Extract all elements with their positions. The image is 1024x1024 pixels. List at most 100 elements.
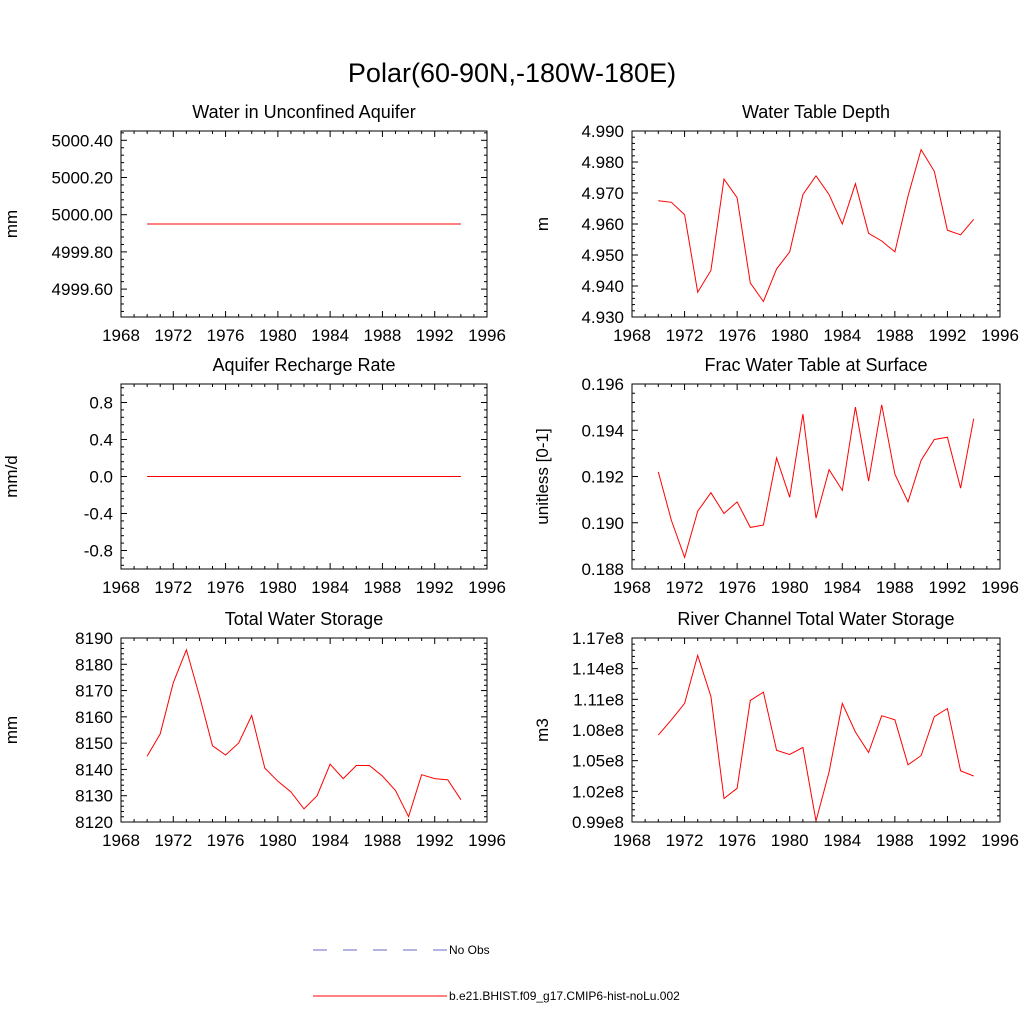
x-tick-label: 1968 bbox=[613, 578, 651, 597]
panel-title: Water in Unconfined Aquifer bbox=[192, 102, 415, 122]
y-tick-label: 4.970 bbox=[581, 184, 624, 203]
y-tick-label: 8160 bbox=[75, 708, 113, 727]
y-tick-label: 1.11e8 bbox=[573, 690, 624, 709]
y-tick-label: 8180 bbox=[75, 655, 113, 674]
y-tick-label: -0.4 bbox=[84, 505, 113, 524]
x-tick-label: 1996 bbox=[468, 326, 506, 345]
y-axis-label: mm bbox=[2, 716, 21, 744]
panel-title: Water Table Depth bbox=[742, 102, 890, 122]
y-tick-label: 0.194 bbox=[581, 421, 624, 440]
panel-2: Water Table Depth 1968 1972 1976 1980 1984 198… bbox=[533, 102, 1019, 345]
x-tick-label: 1968 bbox=[613, 831, 651, 850]
x-tick-label: 1984 bbox=[311, 831, 349, 850]
y-tick-label: 4.960 bbox=[581, 215, 624, 234]
y-tick-label: 0.190 bbox=[581, 514, 624, 533]
y-tick-label: 5000.00 bbox=[52, 206, 113, 225]
x-tick-label: 1984 bbox=[311, 326, 349, 345]
y-tick-label: 8140 bbox=[75, 760, 113, 779]
x-tick-label: 1992 bbox=[416, 326, 454, 345]
x-tick-label: 1972 bbox=[154, 831, 192, 850]
main-title: Polar(60-90N,-180W-180E) bbox=[348, 58, 676, 88]
x-tick-label: 1984 bbox=[823, 326, 861, 345]
y-axis-label: mm bbox=[2, 210, 21, 238]
y-axis-label: m bbox=[533, 217, 552, 231]
y-tick-label: 4999.80 bbox=[52, 243, 113, 262]
panel-5: Total Water Storage 1968 1972 1976 1980 1984 1… bbox=[2, 609, 506, 850]
legend-label-model: b.e21.BHIST.f09_g17.CMIP6-hist-noLu.002 bbox=[449, 989, 680, 1003]
x-tick-label: 1980 bbox=[259, 578, 297, 597]
y-tick-label: 1.08e8 bbox=[572, 721, 624, 740]
y-tick-label: 1.17e8 bbox=[572, 629, 624, 648]
y-tick-label: 0.192 bbox=[581, 468, 624, 487]
y-tick-label: 8170 bbox=[75, 682, 113, 701]
y-tick-label: 8120 bbox=[75, 813, 113, 832]
y-axis-label: unitless [0-1] bbox=[533, 428, 552, 524]
x-tick-label: 1988 bbox=[876, 831, 914, 850]
y-tick-label: 5000.20 bbox=[52, 169, 113, 188]
panel-3: Aquifer Recharge Rate 1968 1972 1976 1980 198… bbox=[2, 355, 506, 597]
panel-title: Aquifer Recharge Rate bbox=[212, 355, 395, 375]
x-tick-label: 1976 bbox=[207, 578, 245, 597]
panel-6: River Channel Total Water Storage 1968 197… bbox=[533, 609, 1019, 850]
plot-frame bbox=[120, 637, 488, 823]
series-line bbox=[146, 648, 462, 819]
series-line bbox=[657, 653, 974, 822]
x-tick-label: 1972 bbox=[666, 326, 704, 345]
x-tick-label: 1976 bbox=[718, 831, 756, 850]
x-tick-label: 1996 bbox=[468, 578, 506, 597]
x-tick-label: 1980 bbox=[771, 326, 809, 345]
y-tick-label: 4.990 bbox=[581, 122, 624, 141]
y-tick-label: 0.196 bbox=[581, 375, 624, 394]
plot-frame bbox=[631, 130, 1001, 318]
x-tick-label: 1980 bbox=[771, 831, 809, 850]
y-tick-label: 0.0 bbox=[89, 468, 113, 487]
x-tick-label: 1980 bbox=[259, 326, 297, 345]
series-line bbox=[658, 148, 975, 303]
x-tick-label: 1996 bbox=[981, 578, 1019, 597]
x-tick-label: 1968 bbox=[102, 326, 140, 345]
x-tick-label: 1980 bbox=[259, 831, 297, 850]
y-tick-label: 0.99e8 bbox=[572, 813, 624, 832]
x-tick-label: 1984 bbox=[311, 578, 349, 597]
panel-title: River Channel Total Water Storage bbox=[677, 609, 954, 629]
y-tick-label: 4.930 bbox=[581, 308, 624, 327]
x-tick-label: 1984 bbox=[823, 831, 861, 850]
x-tick-label: 1996 bbox=[981, 831, 1019, 850]
x-tick-label: 1988 bbox=[364, 578, 402, 597]
y-tick-label: 4.940 bbox=[581, 277, 624, 296]
x-tick-label: 1972 bbox=[666, 831, 704, 850]
x-tick-label: 1996 bbox=[468, 831, 506, 850]
x-tick-label: 1984 bbox=[823, 578, 861, 597]
y-tick-label: 5000.40 bbox=[52, 131, 113, 150]
y-tick-label: 1.05e8 bbox=[572, 752, 624, 771]
x-tick-label: 1992 bbox=[929, 578, 967, 597]
x-tick-label: 1972 bbox=[666, 578, 704, 597]
y-tick-label: 0.8 bbox=[89, 394, 113, 413]
x-tick-label: 1988 bbox=[364, 831, 402, 850]
x-tick-label: 1980 bbox=[771, 578, 809, 597]
x-tick-label: 1968 bbox=[102, 578, 140, 597]
y-tick-label: 4999.60 bbox=[52, 280, 113, 299]
y-tick-label: 8130 bbox=[75, 787, 113, 806]
panels: Water in Unconfined Aquifer 1968 1972 1976 1… bbox=[2, 102, 1019, 850]
y-tick-label: 1.14e8 bbox=[572, 660, 624, 679]
x-tick-label: 1972 bbox=[154, 326, 192, 345]
panel-4: Frac Water Table at Surface 1968 1972 1976 1… bbox=[533, 355, 1019, 597]
x-tick-label: 1976 bbox=[207, 831, 245, 850]
panel-title: Total Water Storage bbox=[225, 609, 383, 629]
x-tick-label: 1988 bbox=[876, 326, 914, 345]
y-axis-label: mm/d bbox=[2, 455, 21, 498]
x-tick-label: 1992 bbox=[929, 326, 967, 345]
x-tick-label: 1996 bbox=[981, 326, 1019, 345]
y-tick-label: 0.188 bbox=[581, 560, 624, 579]
panel-title: Frac Water Table at Surface bbox=[704, 355, 927, 375]
y-tick-label: -0.8 bbox=[84, 542, 113, 561]
y-tick-label: 0.4 bbox=[89, 431, 113, 450]
panel-1: Water in Unconfined Aquifer 1968 1972 1976 1… bbox=[2, 102, 506, 345]
x-tick-label: 1992 bbox=[416, 831, 454, 850]
x-tick-label: 1976 bbox=[718, 578, 756, 597]
y-tick-label: 1.02e8 bbox=[572, 782, 624, 801]
x-tick-label: 1988 bbox=[876, 578, 914, 597]
x-tick-label: 1988 bbox=[364, 326, 402, 345]
